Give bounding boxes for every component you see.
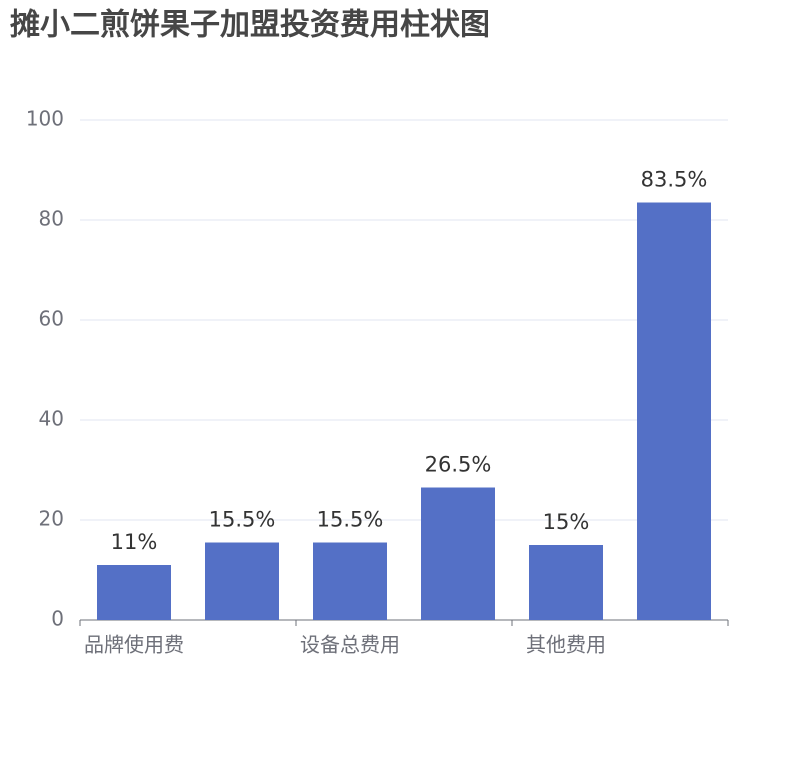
bar: [205, 542, 279, 620]
y-tick-label: 0: [51, 607, 64, 631]
chart-title: 摊小二煎饼果子加盟投资费用柱状图: [10, 8, 490, 43]
y-tick-label: 60: [39, 307, 64, 331]
bar: [421, 487, 495, 620]
value-label: 26.5%: [425, 453, 492, 477]
value-label: 11%: [111, 530, 158, 554]
value-label: 15%: [543, 510, 590, 534]
value-label: 15.5%: [209, 508, 276, 532]
bar: [313, 542, 387, 620]
bar: [97, 565, 171, 620]
y-tick-label: 100: [26, 107, 64, 131]
value-label: 83.5%: [641, 168, 708, 192]
y-tick-label: 40: [39, 407, 64, 431]
x-tick-label: 设备总费用: [300, 633, 400, 657]
y-tick-label: 80: [39, 207, 64, 231]
x-tick-label: 品牌使用费: [84, 633, 184, 657]
bar: [529, 545, 603, 620]
x-tick-label: 其他费用: [526, 633, 606, 657]
value-label: 15.5%: [317, 508, 384, 532]
bar: [637, 202, 711, 620]
y-tick-label: 20: [39, 507, 64, 531]
